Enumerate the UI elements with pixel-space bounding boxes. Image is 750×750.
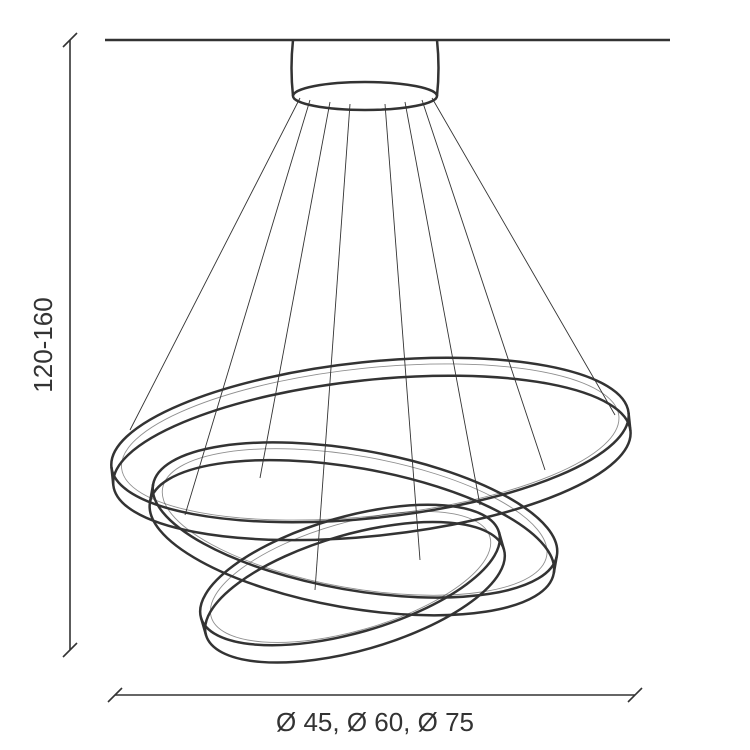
diameter-dim-label: Ø 45, Ø 60, Ø 75 <box>276 707 474 737</box>
wire-6 <box>422 100 545 470</box>
wire-2 <box>260 102 330 478</box>
canopy-bottom-ellipse <box>293 82 437 110</box>
ring-1 <box>138 415 569 642</box>
wire-4 <box>385 104 420 560</box>
canopy-side-right <box>437 40 439 96</box>
ring-2 <box>185 477 520 691</box>
canopy-side-left <box>292 40 294 96</box>
wire-0 <box>130 98 300 430</box>
wire-1 <box>185 100 310 515</box>
height-dim-label: 120-160 <box>28 297 58 392</box>
wire-7 <box>432 98 615 415</box>
technical-drawing: 120-160 Ø 45, Ø 60, Ø 75 <box>0 0 750 750</box>
